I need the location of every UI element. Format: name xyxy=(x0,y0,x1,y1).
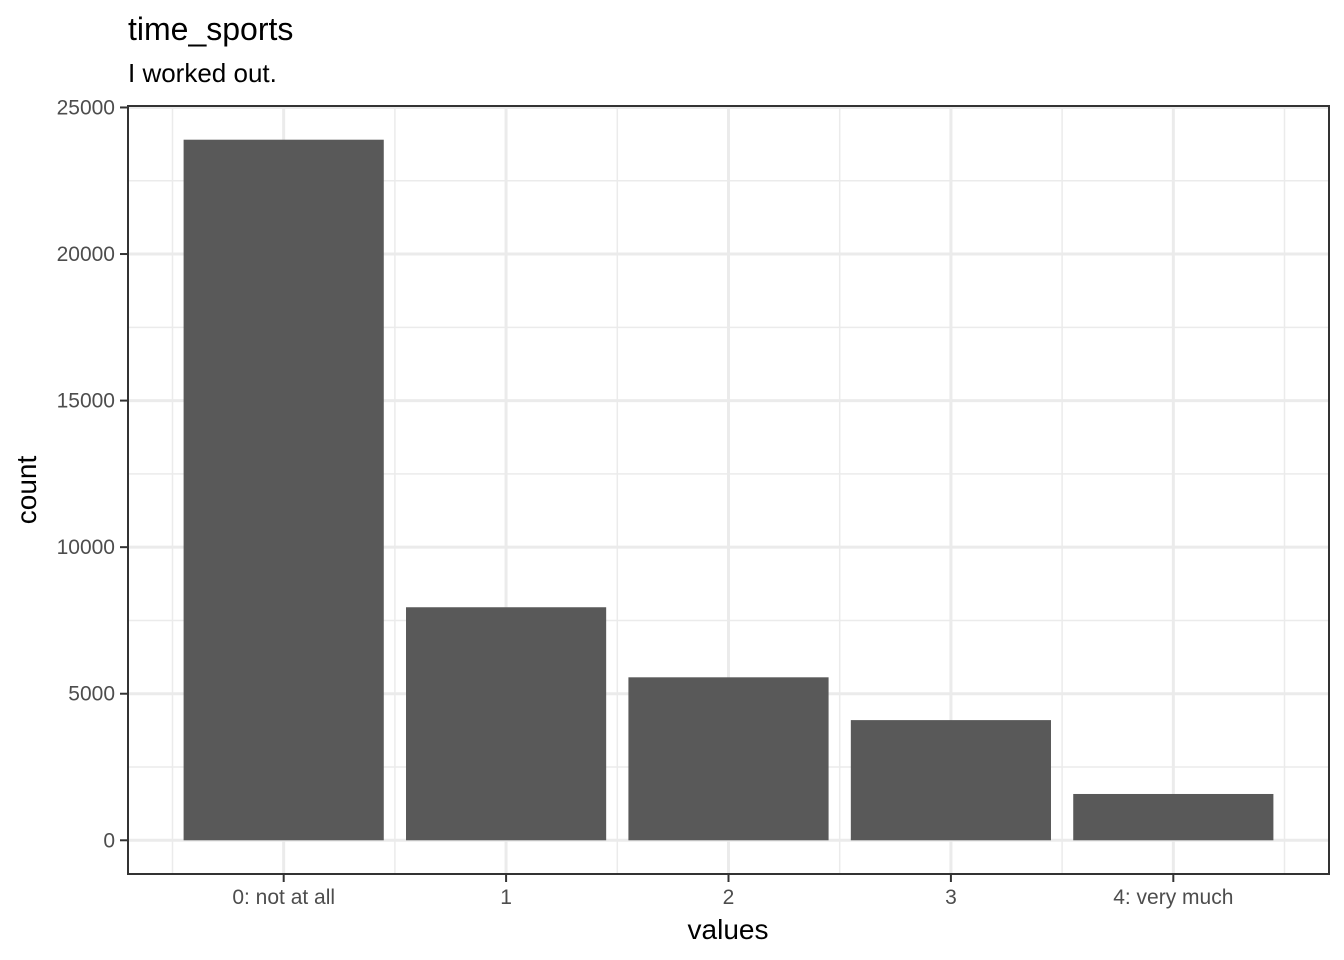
y-axis: 0 5000 10000 15000 20000 25000 xyxy=(57,96,128,852)
chart-subtitle: I worked out. xyxy=(128,58,277,88)
x-tick-label: 1 xyxy=(500,886,512,909)
y-tick-label: 5000 xyxy=(68,683,115,706)
x-tick-label: 4: very much xyxy=(1113,886,1233,909)
bar-2 xyxy=(628,677,829,841)
x-tick-label: 0: not at all xyxy=(232,886,335,909)
x-axis: 0: not at all 1 2 3 4: very much xyxy=(232,874,1233,909)
y-tick-label: 0 xyxy=(103,829,115,852)
bar-1 xyxy=(406,607,607,841)
bars xyxy=(183,139,1274,841)
chart-title: time_sports xyxy=(128,11,294,47)
y-tick-label: 15000 xyxy=(57,390,115,413)
x-tick-label: 2 xyxy=(723,886,735,909)
bar-3 xyxy=(850,720,1051,841)
y-tick-label: 20000 xyxy=(57,243,115,266)
y-tick-label: 10000 xyxy=(57,536,115,559)
bar-0 xyxy=(183,139,384,841)
x-axis-title: values xyxy=(688,914,769,945)
y-axis-title: count xyxy=(11,456,42,525)
x-tick-label: 3 xyxy=(945,886,957,909)
bar-4 xyxy=(1073,793,1274,841)
y-tick-label: 25000 xyxy=(57,96,115,119)
